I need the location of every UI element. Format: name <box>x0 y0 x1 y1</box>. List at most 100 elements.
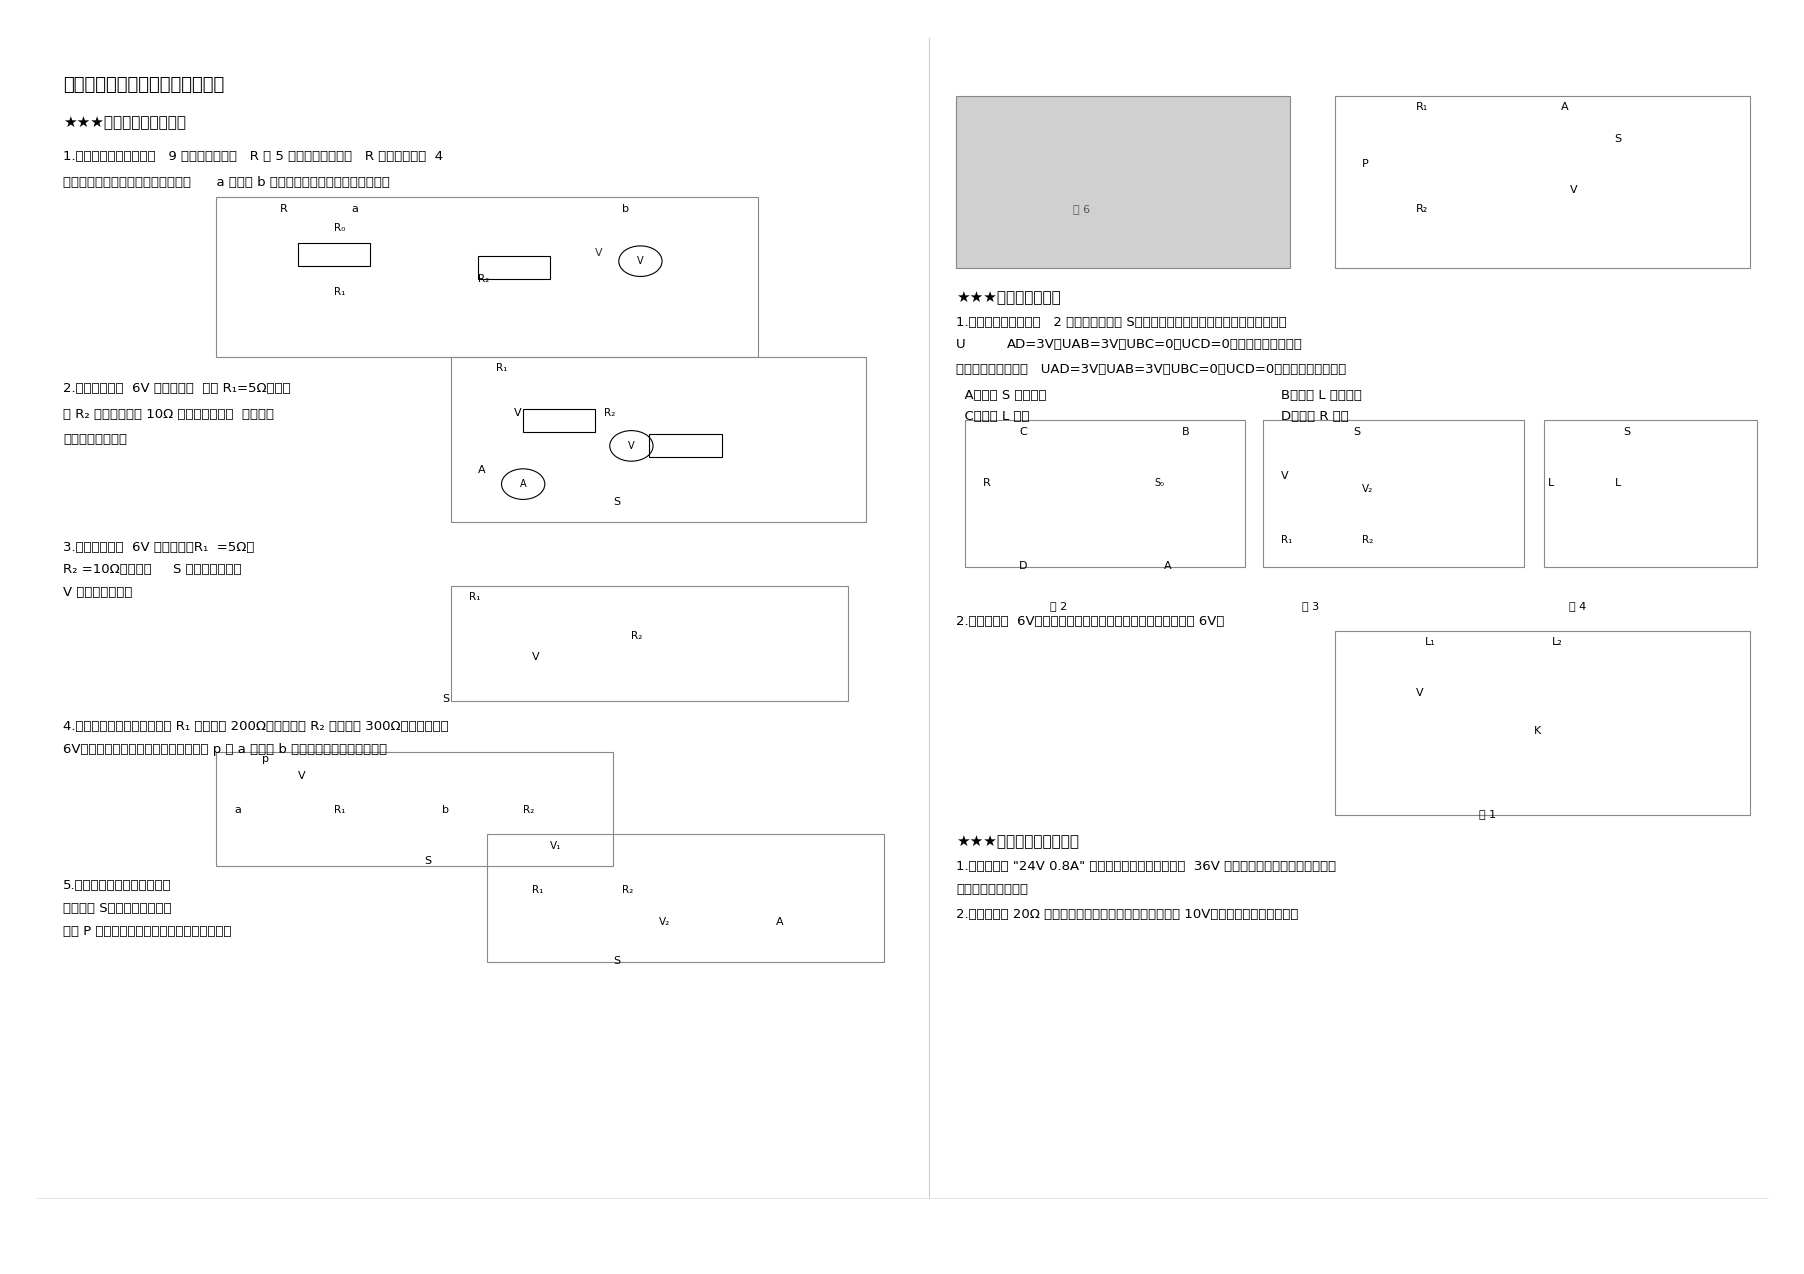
Text: S: S <box>1353 427 1360 437</box>
Bar <box>216 197 758 357</box>
Text: R₂: R₂ <box>1362 535 1373 545</box>
Text: a: a <box>235 805 242 815</box>
Bar <box>1335 96 1750 268</box>
Text: 5.电源两端的电压保持不变。: 5.电源两端的电压保持不变。 <box>63 879 171 892</box>
Text: 欧姆，那么当滑动片由滑动变阻器的      a 端滑向 b 端时，电压表的示数的变化范围。: 欧姆，那么当滑动片由滑动变阻器的 a 端滑向 b 端时，电压表的示数的变化范围。 <box>63 176 390 189</box>
Text: V: V <box>514 408 521 418</box>
Text: L: L <box>1615 478 1620 488</box>
Text: R₂: R₂ <box>523 805 534 815</box>
Bar <box>298 243 370 266</box>
Text: R₂: R₂ <box>1416 204 1429 214</box>
Text: 图 6: 图 6 <box>1073 204 1090 214</box>
Text: S: S <box>1615 134 1622 144</box>
Text: b: b <box>622 204 630 214</box>
Text: V 的示数变化范围: V 的示数变化范围 <box>63 586 132 599</box>
Text: 1.有一只标有 "24V 0.8A" 字样的电灯，把它接入电压  36V 电路中，若能够正常使用，需串: 1.有一只标有 "24V 0.8A" 字样的电灯，把它接入电压 36V 电路中，… <box>956 860 1337 873</box>
Text: V₂: V₂ <box>1362 484 1373 494</box>
Text: V: V <box>298 771 305 781</box>
Text: R₁: R₁ <box>532 885 543 896</box>
Text: 2.电源的电压为  6V 保持不变，  电阻 R₁=5Ω，变阻: 2.电源的电压为 6V 保持不变， 电阻 R₁=5Ω，变阻 <box>63 382 290 395</box>
Text: 联一个多大的电阻？: 联一个多大的电阻？ <box>956 883 1028 896</box>
Text: 2.电源电压是  6V，当电路中发生哪种障碍时，电压表的示数是 6V。: 2.电源电压是 6V，当电路中发生哪种障碍时，电压表的示数是 6V。 <box>956 615 1225 628</box>
Bar <box>1263 420 1524 567</box>
Bar <box>1335 631 1750 815</box>
Text: 图 2: 图 2 <box>1050 601 1068 612</box>
Text: 滑片 P 向右移动，各电表示数大小变化情况。: 滑片 P 向右移动，各电表示数大小变化情况。 <box>63 925 231 938</box>
Text: L₁: L₁ <box>1425 637 1436 647</box>
Text: 示数的变化范围。: 示数的变化范围。 <box>63 433 126 446</box>
Text: R₂: R₂ <box>478 274 489 284</box>
Text: B、电灯 L 灯丝断了: B、电灯 L 灯丝断了 <box>1281 389 1362 401</box>
Text: V: V <box>1281 471 1288 482</box>
Text: R₁: R₁ <box>334 805 345 815</box>
Text: R₀: R₀ <box>334 223 345 233</box>
Text: A: A <box>478 465 485 475</box>
Text: S: S <box>613 497 621 507</box>
Text: 图 3: 图 3 <box>1302 601 1319 612</box>
Text: R₂: R₂ <box>631 631 642 641</box>
Text: p: p <box>262 754 269 764</box>
Text: V: V <box>628 441 635 451</box>
Text: V: V <box>1416 688 1423 698</box>
Text: B: B <box>1182 427 1189 437</box>
Text: R₁: R₁ <box>1281 535 1292 545</box>
Text: 1.某同学连接电路如图   2 所示，闭合开关 S，发现灯不亮，为检查电路故障，他用电压: 1.某同学连接电路如图 2 所示，闭合开关 S，发现灯不亮，为检查电路故障，他用… <box>956 316 1286 329</box>
Bar <box>523 409 595 432</box>
Text: L: L <box>1548 478 1553 488</box>
Text: 闭合开关 S，将滑动变阻器的: 闭合开关 S，将滑动变阻器的 <box>63 902 171 915</box>
Text: V: V <box>637 256 644 266</box>
Text: ★★★电路故障问题：: ★★★电路故障问题： <box>956 290 1061 306</box>
Text: D: D <box>1019 561 1028 571</box>
Text: 图 1: 图 1 <box>1479 809 1496 819</box>
Text: b: b <box>442 805 449 815</box>
Bar <box>451 586 848 701</box>
Bar <box>478 256 550 279</box>
Text: P: P <box>1362 159 1369 169</box>
Text: 2.有一电阻为 20Ω 的电灯，在正常工作时它两端的电压为 10V。但是我们手边现有的电: 2.有一电阻为 20Ω 的电灯，在正常工作时它两端的电压为 10V。但是我们手边… <box>956 908 1299 921</box>
Text: V: V <box>1569 185 1577 195</box>
Text: R₂: R₂ <box>622 885 633 896</box>
Text: R₂ =10Ω，当开关     S 由闭合断开时，: R₂ =10Ω，当开关 S 由闭合断开时， <box>63 563 242 576</box>
Text: A: A <box>1164 561 1171 571</box>
Text: AD=3V，UAB=3V，UBC=0，UCD=0。此电路故障可能是: AD=3V，UAB=3V，UBC=0，UCD=0。此电路故障可能是 <box>1007 338 1302 350</box>
Bar <box>965 420 1245 567</box>
Text: S₀: S₀ <box>1155 478 1165 488</box>
Text: S: S <box>613 956 621 966</box>
Text: A: A <box>1560 102 1568 112</box>
Text: L₂: L₂ <box>1551 637 1562 647</box>
Bar <box>451 357 866 522</box>
Text: a: a <box>352 204 359 214</box>
Text: S: S <box>424 856 431 866</box>
Text: A、开关 S 接触不良: A、开关 S 接触不良 <box>956 389 1046 401</box>
Text: R₁: R₁ <box>1416 102 1429 112</box>
Text: 1.如图所示，电源电压为   9 伏特，定值电阻   R 为 5 欧姆，滑动变阻器   R 的最大阻值为  4: 1.如图所示，电源电压为 9 伏特，定值电阻 R 为 5 欧姆，滑动变阻器 R … <box>63 150 444 163</box>
Text: C、电灯 L 短路: C、电灯 L 短路 <box>956 410 1030 423</box>
Text: ★★★电表示数变化问题：: ★★★电表示数变化问题： <box>63 115 186 130</box>
Text: V: V <box>532 652 539 662</box>
Text: 3.电源总电压为  6V 保持不变，R₁  =5Ω，: 3.电源总电压为 6V 保持不变，R₁ =5Ω， <box>63 541 254 554</box>
Text: R₁: R₁ <box>334 287 345 297</box>
Text: A: A <box>776 917 783 927</box>
Text: R: R <box>983 478 990 488</box>
Text: A: A <box>520 479 527 489</box>
Text: S: S <box>442 694 449 705</box>
Text: V₂: V₂ <box>658 917 669 927</box>
Text: 表进行测量，结果是   UAD=3V，UAB=3V，UBC=0，UCD=0。此电路故障可能是: 表进行测量，结果是 UAD=3V，UAB=3V，UBC=0，UCD=0。此电路故… <box>956 363 1346 376</box>
Bar <box>956 96 1290 268</box>
Text: U: U <box>956 338 965 350</box>
Bar <box>1544 420 1757 567</box>
Text: 6V，且保持不变，当滑动变阻器的滑片 p 由 a 端滑到 b 端时，电压表的变化范围。: 6V，且保持不变，当滑动变阻器的滑片 p 由 a 端滑到 b 端时，电压表的变化… <box>63 743 388 755</box>
Text: V: V <box>595 248 603 259</box>
Text: 器 R₂ 的最大阻值是 10Ω 。求：电流表、  电压表的: 器 R₂ 的最大阻值是 10Ω 。求：电流表、 电压表的 <box>63 408 274 420</box>
Text: 4.如图所示电路，滑动变阻器 R₁ 的阻值是 200Ω，定值电阻 R₂ 的阻值是 300Ω，电源电压是: 4.如图所示电路，滑动变阻器 R₁ 的阻值是 200Ω，定值电阻 R₂ 的阻值是… <box>63 720 449 733</box>
Text: C: C <box>1019 427 1026 437</box>
Text: 图 4: 图 4 <box>1569 601 1588 612</box>
Bar <box>649 434 722 457</box>
Text: K: K <box>1533 726 1541 736</box>
Bar <box>216 752 613 866</box>
Text: 初二物理欧姆定律计算题类型汇总: 初二物理欧姆定律计算题类型汇总 <box>63 76 224 94</box>
Text: R₁: R₁ <box>496 363 507 373</box>
Bar <box>487 834 884 962</box>
Text: R: R <box>280 204 287 214</box>
Text: R₁: R₁ <box>469 592 480 603</box>
